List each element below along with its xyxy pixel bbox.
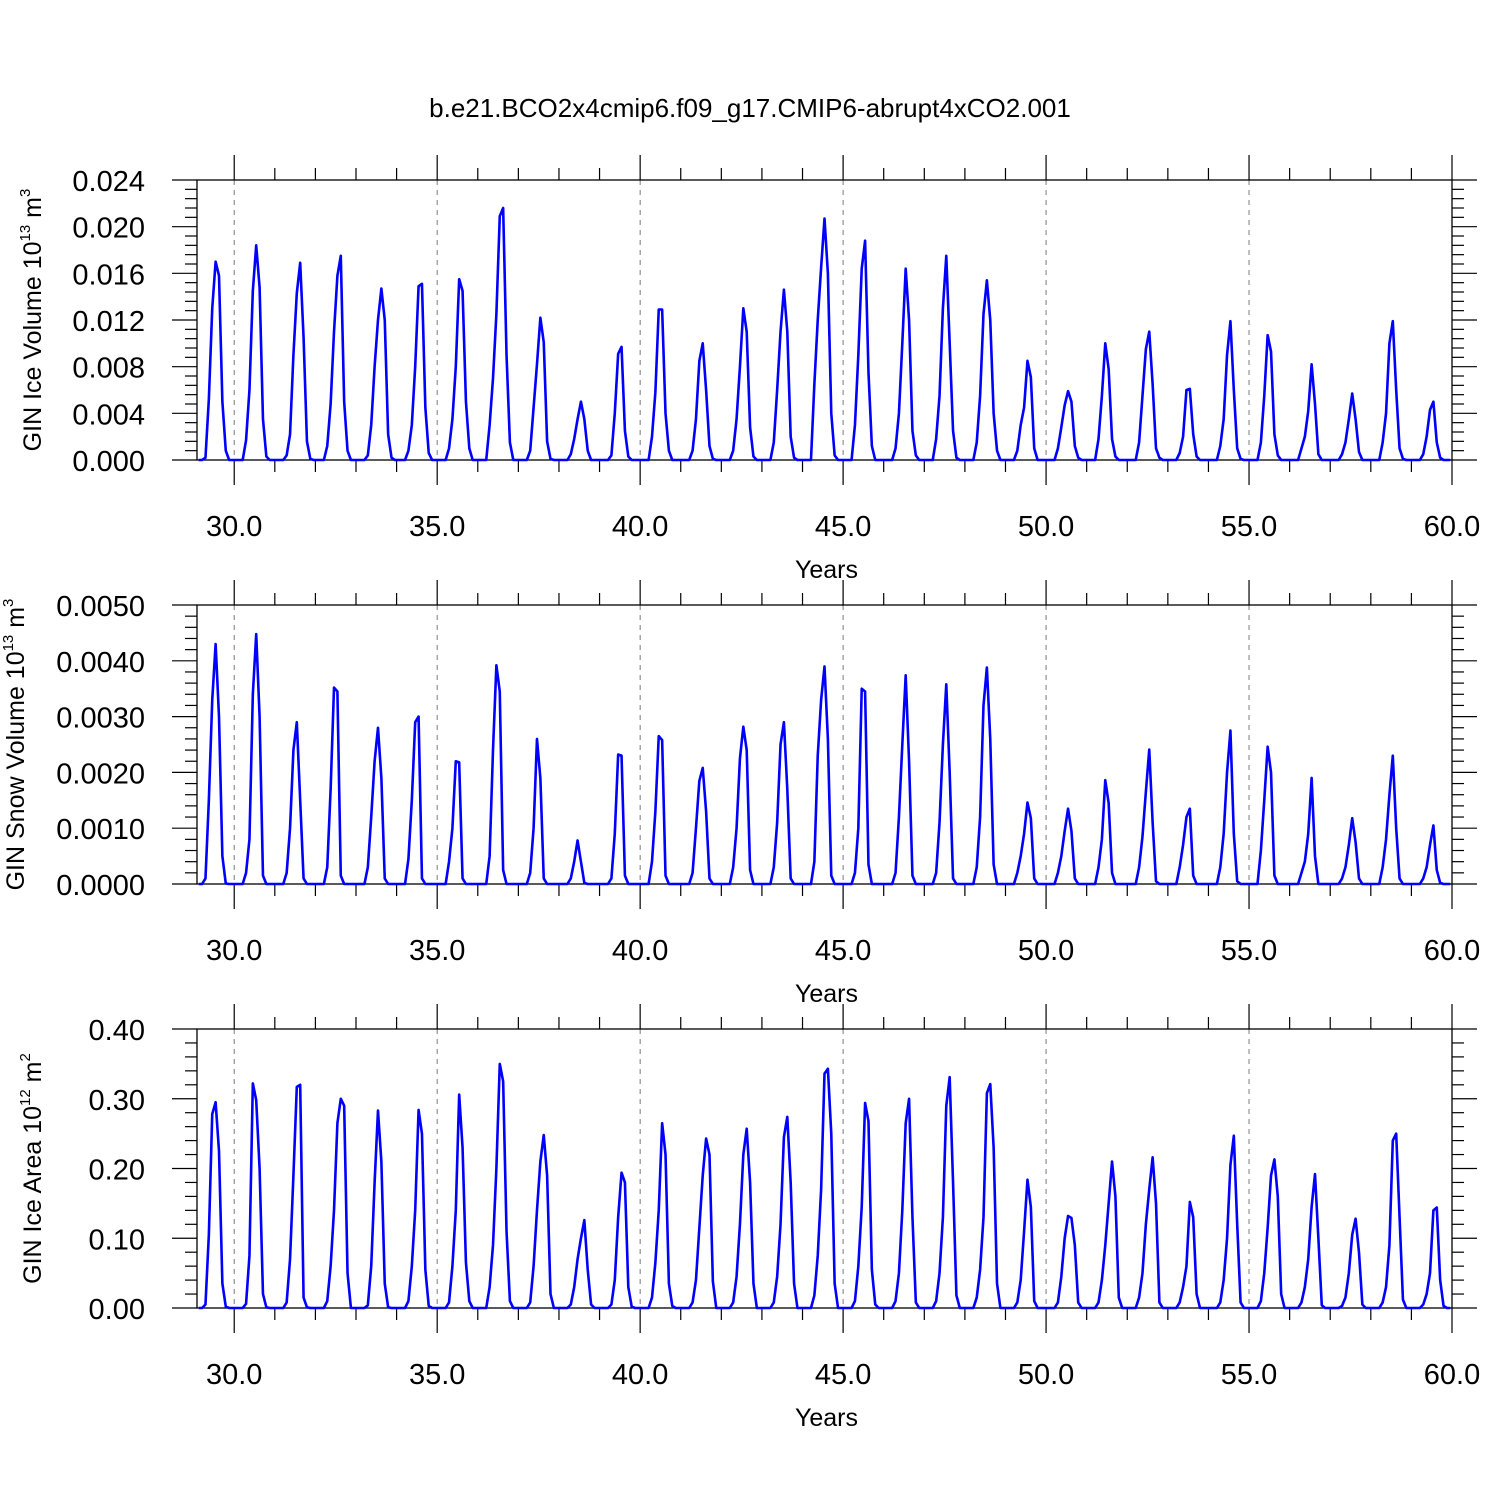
y-axis-label-unit: m [19,197,47,225]
series-line [198,632,1451,886]
x-tick-label: 40.0 [612,511,668,543]
x-tick-label: 50.0 [1018,935,1074,967]
y-tick-label: 0.016 [72,259,145,291]
y-tick-label: 0.0050 [56,591,145,623]
x-axis-label: Years [795,556,858,584]
figure-title: b.e21.BCO2x4cmip6.f09_g17.CMIP6-abrupt4x… [429,93,1071,123]
panel-2: 30.0 35.0 40.0 45.0 50.0 55.0 60.0 0.0000 0.0010… [0,580,1480,1008]
x-ticks [233,580,1453,909]
x-tick-label: 35.0 [409,1359,465,1391]
x-tick-label: 55.0 [1221,935,1277,967]
y-tick-label: 0.012 [72,306,145,338]
y-tick-label: 0.0000 [56,870,145,902]
x-axis-label: Years [795,1404,858,1432]
plot-frame [196,604,1453,885]
y-axis-label: GIN Ice Volume 1013 m3 [17,189,47,452]
y-tick-label: 0.10 [89,1224,145,1256]
y-tick-label: 0.004 [72,399,145,431]
x-tick-label: 40.0 [612,1359,668,1391]
y-axis-label: GIN Ice Area 1012 m2 [17,1053,47,1284]
y-tick-label: 0.0040 [56,647,145,679]
series-line [198,206,1451,462]
y-axis-label-text: GIN Ice Volume 10 [19,241,47,451]
y-tick-label: 0.00 [89,1294,145,1326]
y-tick-label: 0.024 [72,166,145,198]
x-ticks [233,1004,1453,1333]
x-tick-label: 60.0 [1424,1359,1480,1391]
y-ticks [172,179,1477,461]
y-axis-label-unit: m [2,607,30,635]
y-axis-label-unit-exponent: 3 [17,189,34,197]
panel-3: 30.0 35.0 40.0 45.0 50.0 55.0 60.0 0.00 0.10 0.20… [17,1004,1480,1432]
x-tick-label: 30.0 [206,1359,262,1391]
y-axis-label-text: GIN Snow Volume 10 [2,651,30,890]
x-tick-label: 30.0 [206,935,262,967]
y-tick-label: 0.0010 [56,814,145,846]
panels: 30.0 35.0 40.0 45.0 50.0 55.0 60.00.0000.0040.… [0,155,1480,1432]
x-tick-label: 45.0 [815,511,871,543]
y-tick-label: 0.020 [72,213,145,245]
y-tick-label: 0.0020 [56,758,145,790]
y-ticks [172,1028,1477,1309]
x-tick-label: 45.0 [815,1359,871,1391]
y-tick-label: 0.000 [72,446,145,478]
x-tick-label: 60.0 [1424,935,1480,967]
x-tick-label: 50.0 [1018,511,1074,543]
x-tick-label: 35.0 [409,511,465,543]
x-tick-label: 30.0 [206,511,262,543]
y-axis-label-exponent: 13 [17,225,34,242]
y-axis-label: GIN Snow Volume 1013 m3 [0,599,30,891]
y-axis-label-exponent: 12 [17,1089,34,1106]
x-tick-label: 40.0 [612,935,668,967]
y-axis-label-text: GIN Ice Area 10 [19,1106,47,1284]
y-tick-label: 0.008 [72,353,145,385]
y-axis-label-unit: m [19,1062,47,1090]
series-line [198,1062,1451,1310]
x-tick-label: 35.0 [409,935,465,967]
panel-1: 30.0 35.0 40.0 45.0 50.0 55.0 60.0 0.000 0.004 0.… [17,155,1480,584]
y-tick-label: 0.0030 [56,703,145,735]
y-tick-label: 0.30 [89,1085,145,1117]
x-tick-label: 45.0 [815,935,871,967]
x-ticks [233,155,1453,485]
y-ticks [172,604,1477,885]
x-tick-label: 55.0 [1221,1359,1277,1391]
x-tick-label: 55.0 [1221,511,1277,543]
y-tick-label: 0.20 [89,1155,145,1187]
x-tick-label: 50.0 [1018,1359,1074,1391]
x-tick-label: 60.0 [1424,511,1480,543]
y-axis-label-exponent: 13 [0,635,17,652]
y-axis-label-unit-exponent: 3 [0,599,17,607]
x-axis-label: Years [795,980,858,1008]
y-axis-label-unit-exponent: 2 [17,1053,34,1061]
y-tick-label: 0.40 [89,1015,145,1047]
